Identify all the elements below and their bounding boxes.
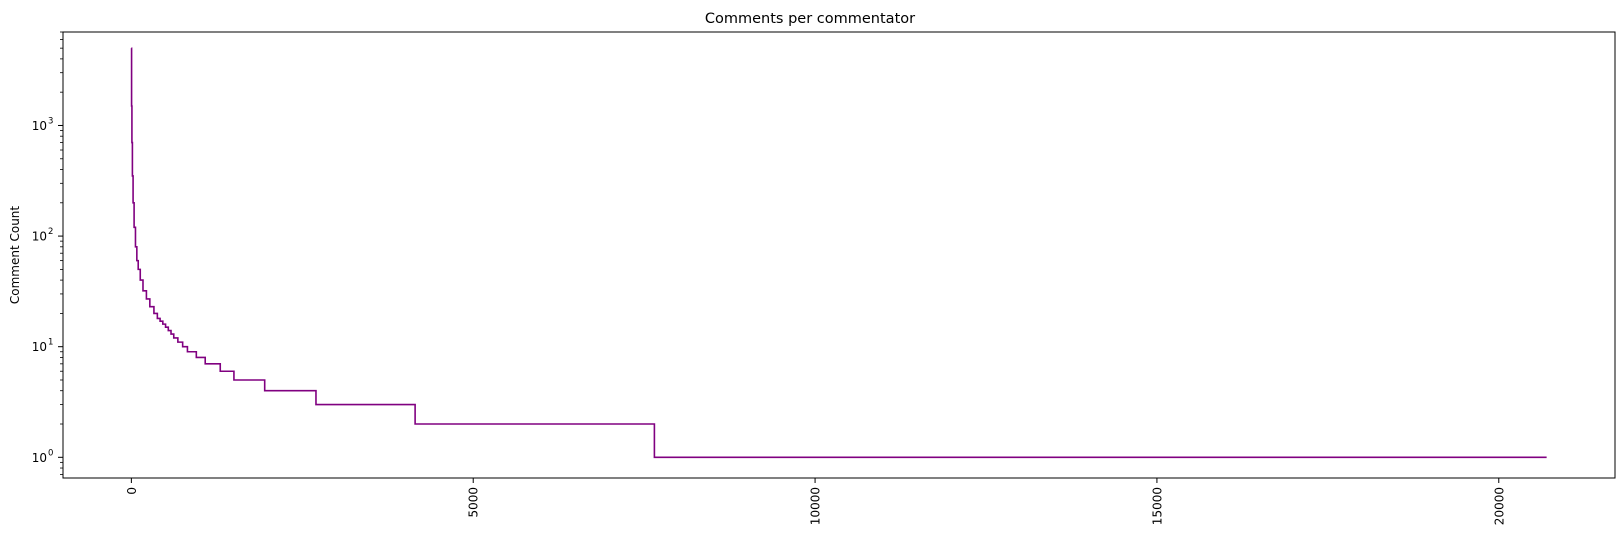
y-tick-label: 10 [32, 340, 47, 354]
x-tick-label: 0 [125, 487, 139, 495]
y-tick-label: 10 [32, 230, 47, 244]
x-tick-label: 15000 [1150, 487, 1164, 525]
x-tick-label: 10000 [809, 487, 823, 525]
y-axis-label: Comment Count [8, 206, 22, 305]
x-tick-label: 5000 [467, 487, 481, 518]
chart-title: Comments per commentator [705, 11, 915, 27]
axes-frame [62, 31, 1616, 479]
data-layer [130, 47, 1547, 459]
x-axis: 0 5000 10000 15000 20000 [125, 478, 1506, 525]
y-tick-exponent: 3 [48, 116, 53, 126]
y-tick-exponent: 1 [48, 338, 53, 348]
y-tick-label: 10 [32, 119, 47, 133]
series-line [130, 47, 1547, 459]
y-tick-exponent: 2 [48, 227, 53, 237]
y-tick-label: 10 [32, 451, 47, 465]
y-tick-exponent: 0 [48, 448, 53, 458]
x-tick-label: 20000 [1492, 487, 1506, 525]
